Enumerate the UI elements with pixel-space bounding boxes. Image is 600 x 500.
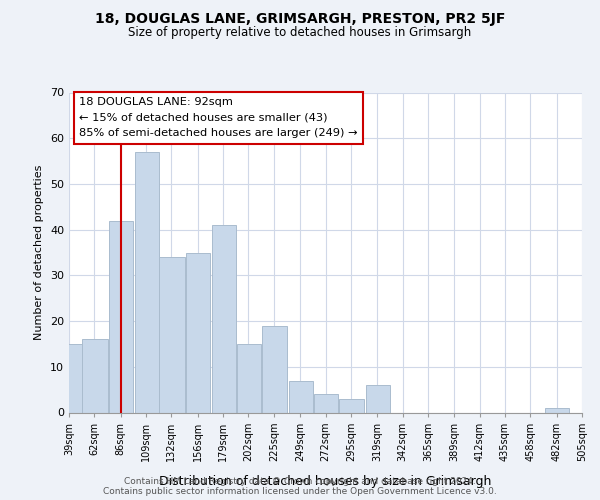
- Text: 18, DOUGLAS LANE, GRIMSARGH, PRESTON, PR2 5JF: 18, DOUGLAS LANE, GRIMSARGH, PRESTON, PR…: [95, 12, 505, 26]
- Bar: [545, 408, 569, 412]
- Bar: [186, 252, 211, 412]
- Bar: [237, 344, 261, 412]
- Bar: [134, 152, 159, 412]
- Bar: [365, 385, 390, 412]
- Text: Contains HM Land Registry data © Crown copyright and database right 2024.: Contains HM Land Registry data © Crown c…: [124, 477, 476, 486]
- Bar: [109, 220, 133, 412]
- Y-axis label: Number of detached properties: Number of detached properties: [34, 165, 44, 340]
- X-axis label: Distribution of detached houses by size in Grimsargh: Distribution of detached houses by size …: [160, 475, 491, 488]
- Bar: [58, 344, 82, 412]
- Bar: [339, 399, 364, 412]
- Bar: [314, 394, 338, 412]
- Text: Size of property relative to detached houses in Grimsargh: Size of property relative to detached ho…: [128, 26, 472, 39]
- Bar: [289, 380, 313, 412]
- Bar: [159, 257, 185, 412]
- Bar: [82, 340, 107, 412]
- Bar: [262, 326, 287, 412]
- Text: 18 DOUGLAS LANE: 92sqm
← 15% of detached houses are smaller (43)
85% of semi-det: 18 DOUGLAS LANE: 92sqm ← 15% of detached…: [79, 98, 358, 138]
- Text: Contains public sector information licensed under the Open Government Licence v3: Contains public sector information licen…: [103, 487, 497, 496]
- Bar: [212, 225, 236, 412]
